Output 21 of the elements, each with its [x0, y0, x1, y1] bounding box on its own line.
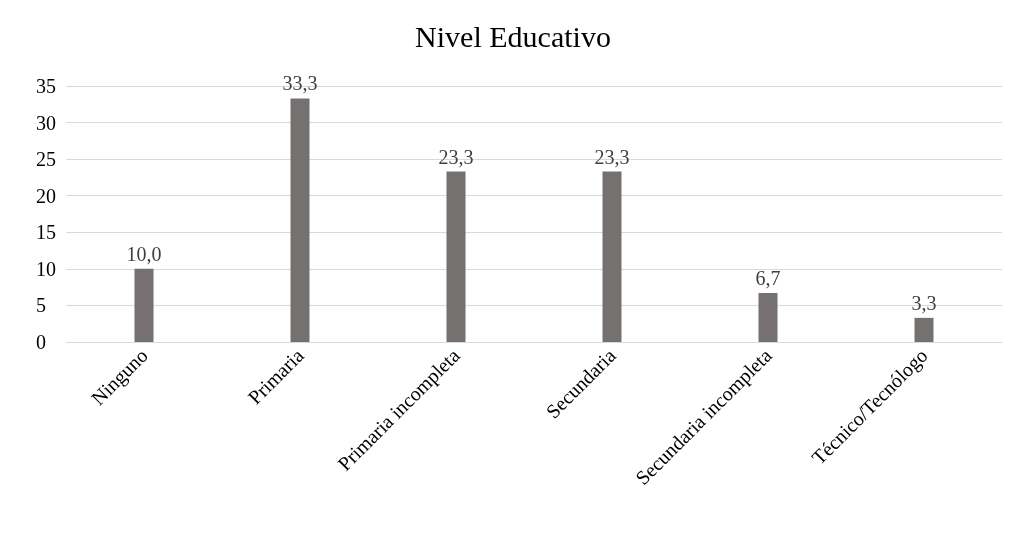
y-tick-label: 30	[36, 111, 56, 134]
bar	[134, 268, 154, 342]
y-tick-label: 0	[36, 331, 46, 353]
data-label: 23,3	[438, 145, 474, 168]
y-tick-label: 20	[36, 184, 56, 207]
bar	[446, 171, 466, 342]
data-label: 23,3	[594, 145, 630, 168]
data-label: 6,7	[755, 266, 781, 289]
y-tick-label: 25	[36, 148, 56, 171]
chart-title: Nivel Educativo	[415, 19, 611, 53]
y-tick-label: 35	[36, 75, 56, 97]
data-label: 33,3	[282, 72, 318, 95]
bar	[290, 98, 310, 342]
y-tick-label: 5	[36, 294, 46, 317]
y-tick-label: 10	[36, 257, 56, 280]
bar	[602, 171, 622, 342]
data-label: 3,3	[911, 291, 937, 314]
bar	[758, 292, 778, 342]
y-tick-label: 15	[36, 221, 56, 244]
data-label: 10,0	[126, 242, 162, 265]
bar	[914, 317, 934, 342]
